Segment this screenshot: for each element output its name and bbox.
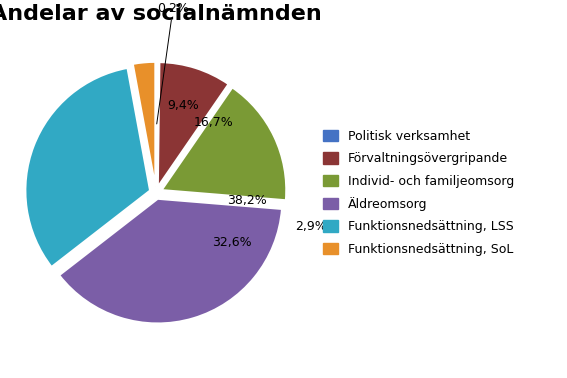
Wedge shape — [156, 64, 158, 189]
Text: 16,7%: 16,7% — [194, 116, 234, 129]
Text: 38,2%: 38,2% — [227, 194, 266, 207]
Text: 2,9%: 2,9% — [295, 220, 327, 233]
Wedge shape — [59, 199, 282, 324]
Wedge shape — [158, 62, 229, 187]
Wedge shape — [162, 87, 286, 200]
Wedge shape — [26, 68, 150, 267]
Legend: Politisk verksamhet, Förvaltningsövergripande, Individ- och familjeomsorg, Äldre: Politisk verksamhet, Förvaltningsövergri… — [318, 125, 519, 261]
Text: 9,4%: 9,4% — [167, 99, 198, 112]
Text: 32,6%: 32,6% — [212, 236, 252, 249]
Text: 0,2%: 0,2% — [156, 2, 189, 124]
Title: Andelar av socialnämnden: Andelar av socialnämnden — [0, 4, 322, 24]
Wedge shape — [133, 62, 155, 187]
